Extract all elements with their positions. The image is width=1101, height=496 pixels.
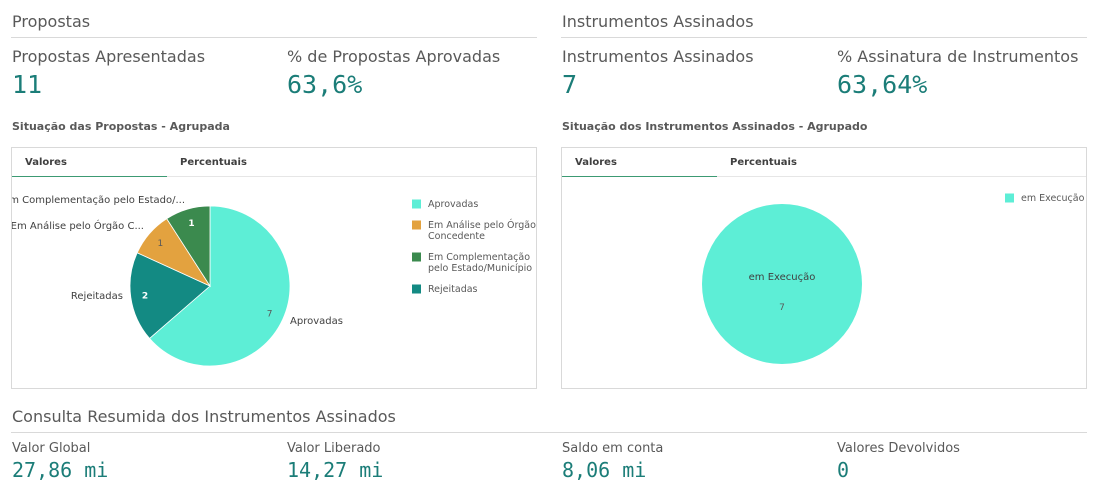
instrumentos-assinados-value: 7 — [562, 70, 578, 99]
valor-liberado-value: 14,27 mi — [287, 458, 384, 482]
propostas-apresentadas-value: 11 — [12, 70, 43, 99]
legend-item-aprovadas[interactable]: Aprovadas — [412, 199, 478, 210]
valores-devolvidos-value: 0 — [837, 458, 850, 482]
instrumentos-section-title: Instrumentos Assinados — [562, 12, 754, 31]
instrumentos-divider — [561, 37, 1087, 38]
tab-valores[interactable]: Valores — [12, 148, 167, 177]
slice-label-rejeitadas: Rejeitadas — [71, 291, 123, 302]
slice-label-em-execucao: em Execução — [749, 272, 816, 283]
propostas-aprovadas-pct-value: 63,6% — [287, 70, 363, 99]
propostas-aprovadas-pct-label: % de Propostas Aprovadas — [287, 47, 501, 66]
legend-label: Em Complementação — [428, 252, 530, 263]
pie-slice-aprovadas[interactable] — [148, 205, 291, 367]
legend-label: Em Análise pelo Órgão — [428, 219, 536, 231]
pie-slice-em-complementacao-pelo-estado-municipio[interactable] — [166, 205, 211, 288]
propostas-apresentadas-label: Propostas Apresentadas — [12, 47, 206, 66]
tab-valores[interactable]: Valores — [562, 148, 717, 177]
slice-value-rejeitadas: 2 — [142, 291, 148, 301]
pie-slice-em-execucao[interactable] — [702, 204, 862, 364]
legend-item-rejeitadas[interactable]: Rejeitadas — [412, 284, 478, 295]
valores-devolvidos-label: Valores Devolvidos — [837, 441, 960, 456]
slice-value-em-execucao: 7 — [779, 303, 785, 313]
legend-item-em-execucao[interactable]: em Execução — [1005, 193, 1085, 204]
instrumentos-chart-title: Situação dos Instrumentos Assinados - Ag… — [562, 120, 868, 133]
instrumentos-assinados-label: Instrumentos Assinados — [562, 47, 754, 66]
legend-label: pelo Estado/Município — [428, 263, 532, 274]
valor-liberado-label: Valor Liberado — [287, 441, 381, 456]
consulta-divider — [11, 432, 1087, 433]
consulta-section-title: Consulta Resumida dos Instrumentos Assin… — [12, 407, 396, 426]
instrumentos-pie-chart[interactable]: 7 em Execução em Execução — [562, 178, 1086, 388]
saldo-em-conta-label: Saldo em conta — [562, 441, 664, 456]
assinatura-pct-value: 63,64% — [837, 70, 928, 99]
slice-label-aprovadas: Aprovadas — [290, 316, 343, 327]
propostas-divider — [11, 37, 537, 38]
legend-label: Aprovadas — [428, 199, 478, 210]
valor-global-value: 27,86 mi — [12, 458, 109, 482]
propostas-section-title: Propostas — [12, 12, 91, 31]
valor-global-label: Valor Global — [12, 441, 91, 456]
tab-percentuais[interactable]: Percentuais — [730, 157, 797, 168]
legend-label: Concedente — [428, 231, 485, 242]
slice-label-em-analise-pelo-orgao-concedente: Em Análise pelo Órgão C... — [12, 219, 144, 232]
propostas-chart-title: Situação das Propostas - Agrupada — [12, 120, 230, 133]
legend-label: Rejeitadas — [428, 284, 478, 295]
slice-label-em-complementacao-pelo-estado-municipio: Em Complementação pelo Estado/... — [12, 195, 185, 206]
instrumentos-chart-panel: Valores Percentuais 7 em Execução em Execu… — [561, 147, 1087, 389]
assinatura-pct-label: % Assinatura de Instrumentos — [837, 47, 1079, 66]
propostas-chart-panel: Valores Percentuais 7 Aprovadas 2 Rejeitada… — [11, 147, 537, 389]
tab-percentuais[interactable]: Percentuais — [180, 157, 247, 168]
instrumentos-tabs: Valores Percentuais — [562, 148, 1086, 177]
slice-value-em-analise-pelo-orgao-concedente: 1 — [158, 239, 164, 249]
propostas-pie-chart[interactable]: 7 Aprovadas 2 Rejeitadas 1 Em Análise pelo Ór… — [12, 178, 536, 388]
propostas-tabs: Valores Percentuais — [12, 148, 536, 177]
legend-label: em Execução — [1021, 193, 1085, 204]
slice-value-aprovadas: 7 — [267, 309, 273, 319]
saldo-em-conta-value: 8,06 mi — [562, 458, 647, 482]
slice-value-em-complementacao-pelo-estado-municipio: 1 — [188, 219, 194, 229]
pie-slice-rejeitadas[interactable] — [129, 252, 211, 339]
